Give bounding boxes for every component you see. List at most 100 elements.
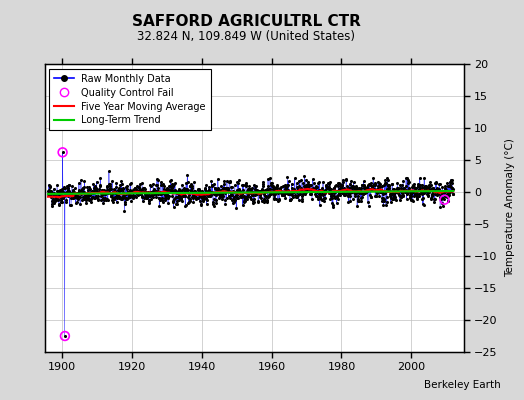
Point — [185, 199, 193, 205]
Point — [320, 195, 328, 202]
Point — [208, 189, 216, 195]
Point — [338, 182, 346, 188]
Point — [305, 182, 314, 188]
Point — [427, 182, 435, 189]
Point — [384, 182, 392, 188]
Point — [205, 184, 213, 190]
Point — [268, 190, 277, 196]
Point — [315, 179, 323, 186]
Point — [270, 190, 279, 197]
Point — [80, 189, 89, 195]
Y-axis label: Temperature Anomaly (°C): Temperature Anomaly (°C) — [505, 138, 515, 278]
Point — [422, 186, 430, 193]
Point — [237, 190, 246, 197]
Point — [85, 184, 93, 190]
Point — [390, 189, 399, 196]
Point — [444, 198, 452, 204]
Point — [88, 193, 96, 200]
Point — [81, 193, 90, 200]
Point — [170, 181, 179, 187]
Point — [283, 186, 292, 193]
Point — [209, 190, 217, 196]
Point — [332, 188, 340, 194]
Point — [213, 191, 222, 197]
Point — [101, 191, 109, 198]
Point — [47, 192, 55, 199]
Point — [427, 196, 435, 202]
Point — [247, 189, 256, 196]
Point — [52, 195, 61, 201]
Point — [409, 189, 417, 195]
Point — [136, 186, 144, 192]
Point — [346, 198, 354, 204]
Point — [369, 186, 378, 192]
Point — [398, 189, 406, 195]
Point — [185, 194, 193, 201]
Point — [392, 185, 401, 192]
Point — [346, 183, 355, 190]
Point — [187, 181, 195, 188]
Point — [413, 191, 421, 198]
Point — [127, 188, 136, 194]
Point — [129, 187, 138, 194]
Point — [239, 182, 247, 188]
Point — [140, 189, 148, 195]
Point — [117, 181, 126, 187]
Point — [292, 184, 301, 190]
Point — [139, 184, 147, 191]
Point — [421, 182, 429, 189]
Point — [226, 192, 235, 198]
Point — [307, 186, 315, 192]
Point — [154, 188, 162, 194]
Point — [308, 187, 316, 193]
Point — [331, 182, 340, 189]
Point — [408, 189, 417, 195]
Point — [212, 192, 220, 198]
Point — [437, 191, 445, 198]
Point — [447, 184, 455, 190]
Point — [376, 184, 384, 190]
Point — [276, 188, 284, 195]
Point — [443, 193, 452, 199]
Point — [262, 194, 270, 200]
Point — [367, 193, 375, 200]
Point — [58, 149, 67, 156]
Point — [312, 189, 321, 196]
Point — [118, 194, 126, 201]
Point — [367, 187, 376, 193]
Point — [199, 192, 207, 199]
Point — [122, 184, 130, 190]
Point — [397, 194, 405, 200]
Point — [141, 194, 149, 200]
Point — [294, 186, 302, 193]
Point — [391, 188, 400, 194]
Point — [168, 187, 177, 193]
Point — [161, 192, 169, 198]
Point — [362, 185, 370, 191]
Point — [324, 185, 332, 192]
Point — [354, 197, 362, 204]
Point — [388, 181, 396, 188]
Point — [159, 185, 168, 192]
Point — [221, 190, 229, 196]
Point — [237, 194, 246, 201]
Point — [156, 197, 164, 203]
Point — [205, 191, 214, 197]
Point — [446, 188, 454, 195]
Point — [180, 185, 188, 191]
Point — [414, 181, 422, 187]
Point — [273, 182, 281, 189]
Point — [150, 185, 158, 192]
Point — [354, 198, 363, 204]
Point — [62, 199, 71, 206]
Point — [91, 183, 100, 190]
Point — [281, 190, 290, 196]
Point — [439, 202, 447, 209]
Point — [164, 186, 172, 192]
Point — [144, 190, 152, 196]
Point — [195, 186, 203, 192]
Point — [57, 199, 65, 206]
Point — [326, 186, 334, 192]
Point — [223, 188, 232, 194]
Point — [267, 191, 275, 197]
